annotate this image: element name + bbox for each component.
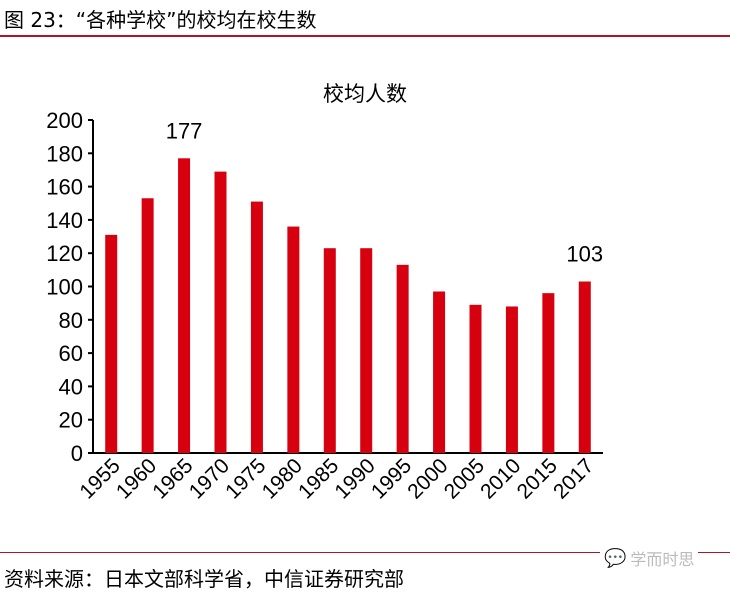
title-rule xyxy=(0,35,730,37)
y-tick-label: 200 xyxy=(46,108,83,133)
x-tick-label: 2000 xyxy=(403,454,452,503)
bar-2000 xyxy=(433,291,446,453)
watermark-text: 学而时思 xyxy=(630,550,695,569)
bar-1955 xyxy=(105,234,118,453)
chart-title: 校均人数 xyxy=(323,82,407,106)
bar-1960 xyxy=(141,198,154,453)
source-rule xyxy=(0,552,730,553)
x-tick-label: 1960 xyxy=(112,454,161,503)
bar-chart: 校均人数020406080100120140160180200195519601… xyxy=(46,82,603,504)
figure-title: 图 23：“各种学校”的校均在校生数 xyxy=(4,8,317,32)
source-note: 资料来源：日本文部科学省，中信证券研究部 xyxy=(4,567,404,591)
data-label-2017: 103 xyxy=(566,242,603,267)
bar-2015 xyxy=(542,293,555,453)
watermark: 💬 学而时思 xyxy=(600,546,699,570)
y-tick-label: 20 xyxy=(59,408,83,433)
x-tick-label: 1990 xyxy=(330,454,379,503)
bar-1975 xyxy=(250,201,263,453)
x-tick-label: 2017 xyxy=(549,454,598,503)
y-tick-label: 100 xyxy=(46,275,83,300)
x-tick-label: 2005 xyxy=(440,454,489,503)
bar-2010 xyxy=(505,306,518,453)
x-tick-label: 1975 xyxy=(221,454,270,503)
bar-2017 xyxy=(578,281,591,453)
x-tick-label: 2010 xyxy=(476,454,525,503)
y-tick-label: 140 xyxy=(46,208,83,233)
bar-1970 xyxy=(214,171,227,454)
data-label-1965: 177 xyxy=(166,118,203,143)
x-tick-label: 1985 xyxy=(294,454,343,503)
x-tick-label: 1995 xyxy=(367,454,416,503)
y-tick-label: 40 xyxy=(59,374,83,399)
y-tick-label: 160 xyxy=(46,175,83,200)
bar-1965 xyxy=(178,158,191,454)
wechat-icon: 💬 xyxy=(604,547,627,569)
y-tick-label: 80 xyxy=(59,308,83,333)
y-tick-label: 120 xyxy=(46,241,83,266)
y-tick-label: 60 xyxy=(59,341,83,366)
bar-1980 xyxy=(287,226,300,453)
x-tick-label: 1965 xyxy=(148,454,197,503)
bar-1985 xyxy=(323,248,336,453)
bar-1990 xyxy=(360,248,373,453)
bar-2005 xyxy=(469,304,482,453)
y-tick-label: 180 xyxy=(46,141,83,166)
x-tick-label: 2015 xyxy=(513,454,562,503)
x-tick-label: 1970 xyxy=(185,454,234,503)
x-tick-label: 1980 xyxy=(258,454,307,503)
y-tick-label: 0 xyxy=(71,441,83,466)
bar-1995 xyxy=(396,264,409,453)
